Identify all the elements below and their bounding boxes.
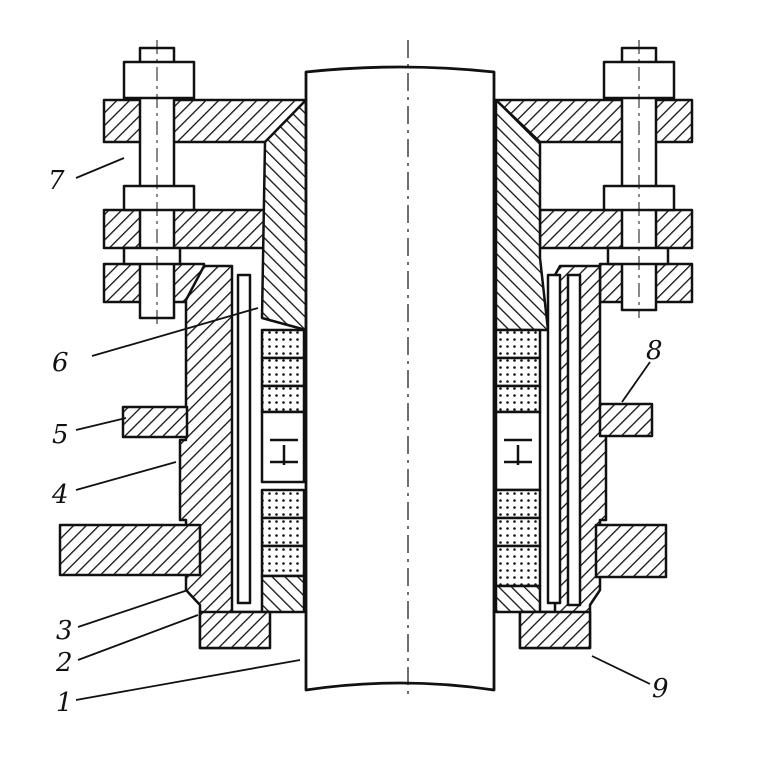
shaft — [304, 65, 496, 692]
callout-9: 9 — [652, 674, 669, 704]
gland-sleeve-right — [494, 98, 550, 332]
callout-8: 8 — [646, 336, 663, 366]
callout-5: 5 — [52, 420, 69, 450]
nozzle-left — [121, 405, 189, 439]
stud-left — [122, 46, 196, 320]
base-flange-right — [594, 523, 668, 579]
middle-flange-right — [538, 208, 694, 250]
lantern-tube-right — [546, 273, 562, 605]
packing-right-5 — [494, 516, 542, 548]
packing-left-3 — [260, 384, 306, 414]
bottom-ring-right — [494, 584, 542, 614]
callout-7: 7 — [48, 166, 65, 196]
packing-left-4 — [260, 488, 306, 520]
base-flange-left — [58, 523, 202, 577]
packing-left-2 — [260, 356, 306, 388]
callout-6: 6 — [52, 348, 69, 378]
middle-flange-left — [102, 208, 266, 250]
packing-left-1 — [260, 328, 306, 360]
callout-4: 4 — [52, 480, 69, 510]
callout-2: 2 — [56, 648, 73, 678]
top-flange-left — [102, 98, 306, 144]
packing-right-3 — [494, 384, 542, 414]
bottom-cap-left — [198, 610, 272, 650]
housing-left — [178, 264, 268, 650]
packing-right-1 — [494, 328, 542, 360]
packing-left-6 — [260, 544, 306, 578]
callout-3: 3 — [56, 616, 73, 646]
bottom-ring-left — [260, 574, 306, 614]
nozzle-right — [598, 402, 654, 438]
packing-right-4 — [494, 488, 542, 520]
packing-right-2 — [494, 356, 542, 388]
leaders — [75, 157, 651, 701]
bottom-cap-right — [518, 610, 592, 650]
lantern-tube-left — [236, 273, 252, 605]
callout-1: 1 — [56, 688, 73, 718]
packing-right-6 — [494, 544, 542, 588]
packing-left-5 — [260, 516, 306, 548]
drain-tube-right — [566, 273, 582, 607]
